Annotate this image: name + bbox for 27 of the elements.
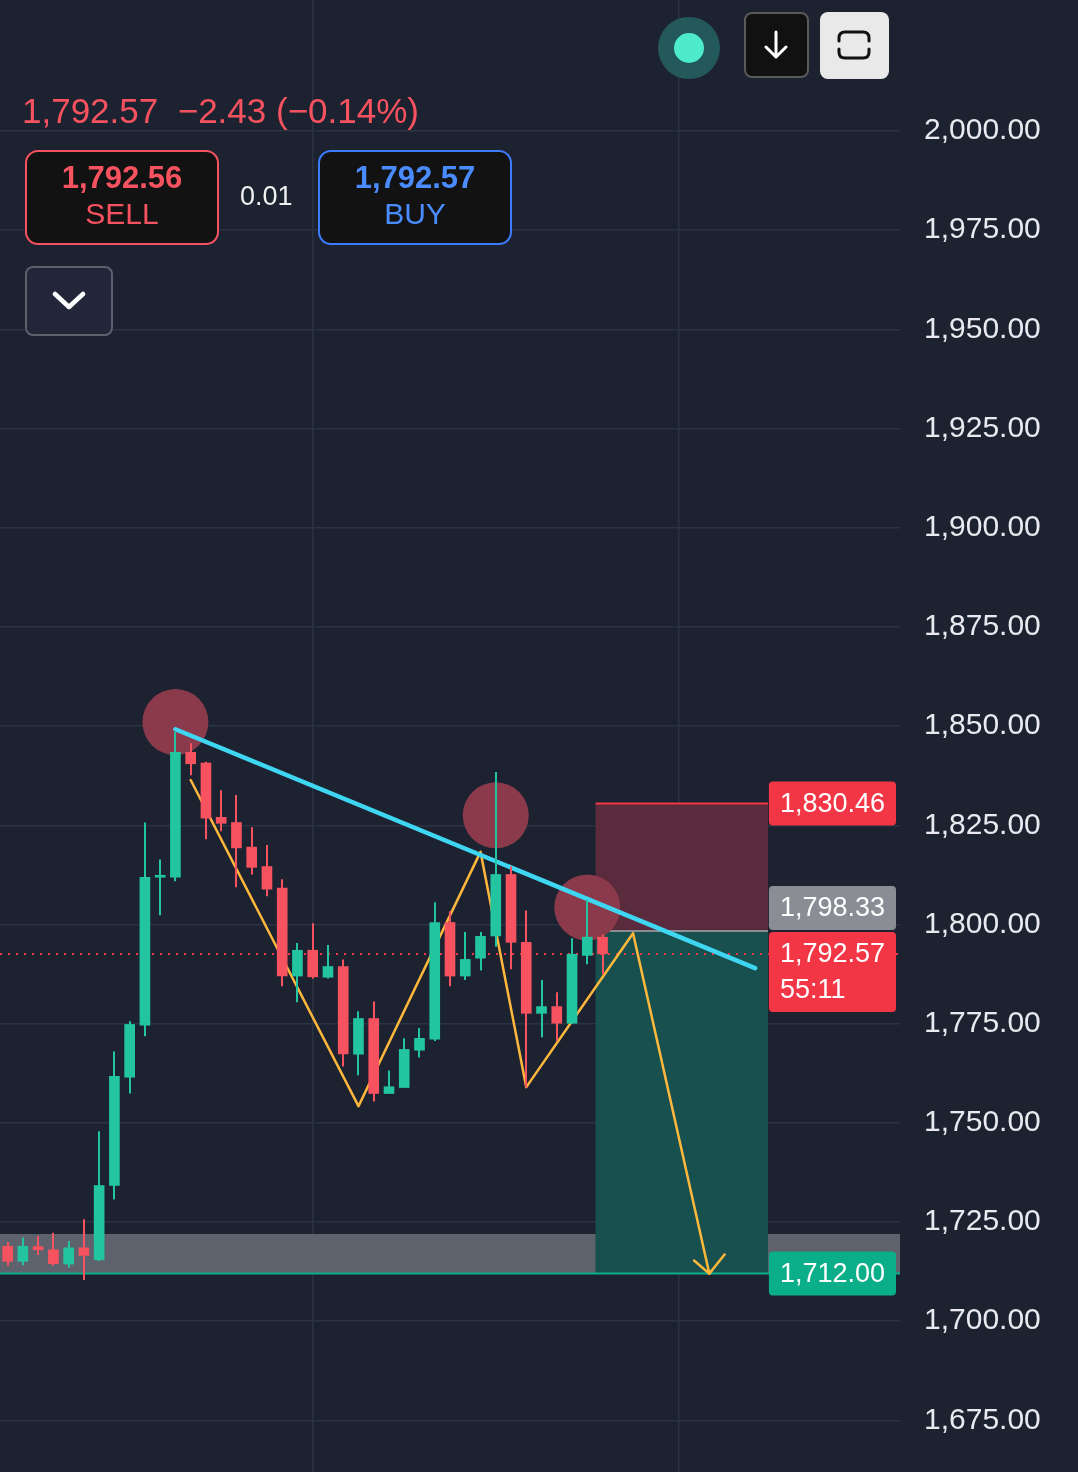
y-tick-label: 1,875.00 [924, 608, 1041, 642]
annotation: 1,792.56 [60, 160, 184, 196]
annotation: 0.01 [240, 180, 293, 212]
y-tick-label: 1,800.00 [924, 905, 1041, 939]
y-tick-label: 1,750.00 [924, 1104, 1041, 1138]
y-tick-label: 1,950.00 [924, 310, 1041, 344]
ref-line-label: 1,798.33 [779, 892, 886, 923]
y-tick-label: 1,725.00 [924, 1203, 1041, 1237]
y-tick-label: 2,000.00 [924, 112, 1041, 146]
y-tick-label: 1,675.00 [924, 1401, 1041, 1435]
y-tick-label: 1,900.00 [924, 508, 1041, 542]
ref-line-label: 1,830.46 [779, 788, 886, 819]
y-tick-label: 1,825.00 [924, 806, 1041, 840]
buy-button: 1,792.57 BUY [318, 150, 512, 245]
text: 1,792.57 −2.43 (−0.14%) [22, 91, 419, 131]
annotation: BUY [383, 196, 447, 232]
annotation: 1,792.57 [353, 160, 477, 196]
annotation: SELL [84, 196, 160, 232]
sell-button: 1,792.56 SELL [25, 150, 219, 245]
y-tick-label: 1,775.00 [924, 1004, 1041, 1038]
y-tick-label: 1,700.00 [924, 1302, 1041, 1336]
ref-line-label: 1,792.57 [779, 938, 886, 969]
ref-line-label: 1,712.00 [779, 1258, 886, 1289]
y-tick-label: 1,850.00 [924, 707, 1041, 741]
y-tick-label: 1,925.00 [924, 409, 1041, 443]
annotation: 55:11 [779, 974, 846, 1005]
y-tick-label: 1,975.00 [924, 211, 1041, 245]
